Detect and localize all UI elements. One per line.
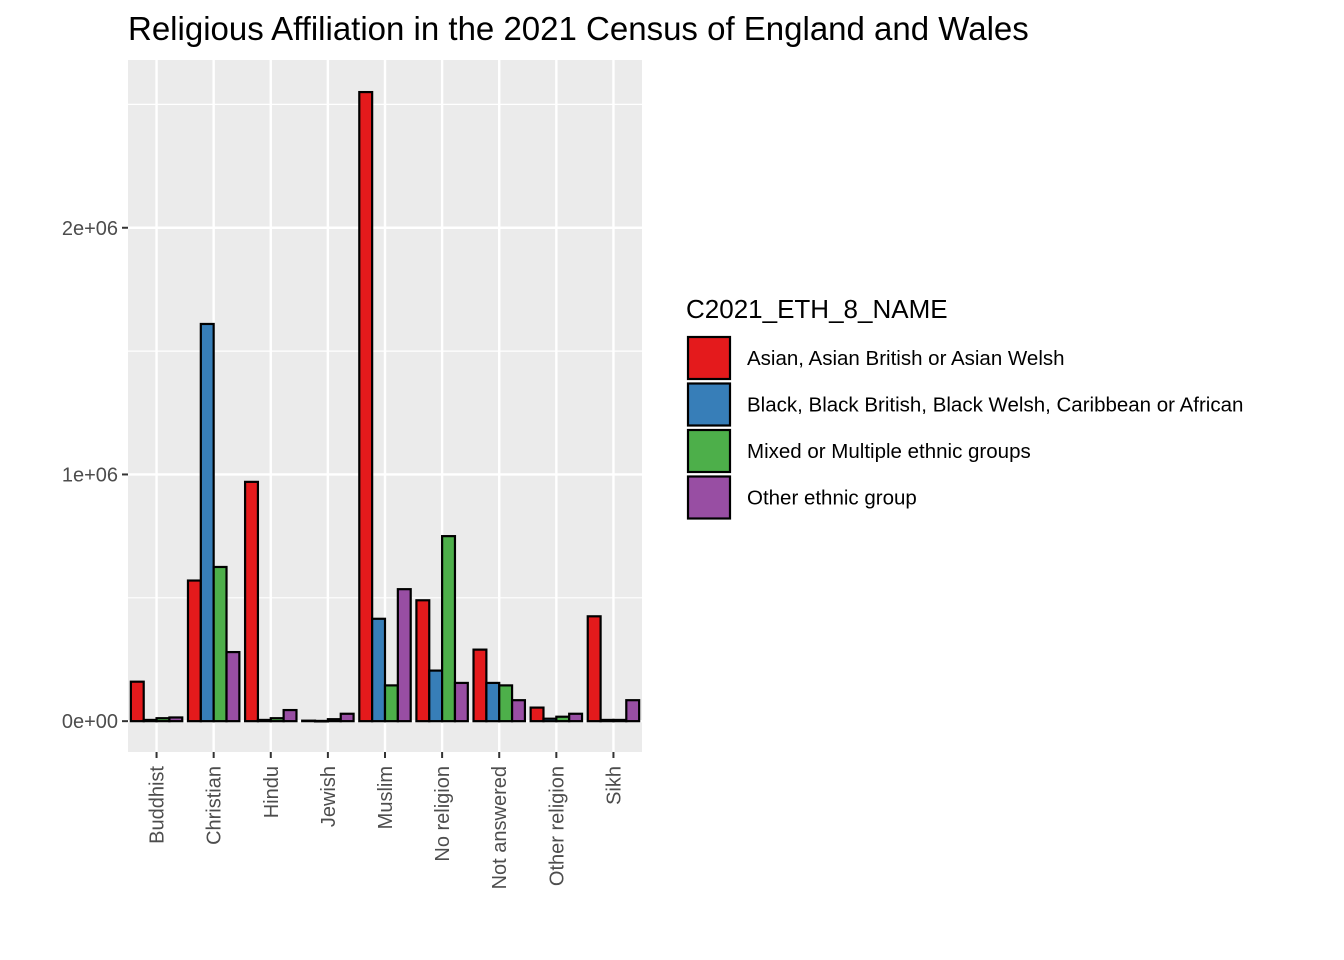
y-tick-label: 1e+06 xyxy=(62,464,118,486)
bar xyxy=(472,648,488,723)
plot-panel xyxy=(128,60,642,752)
bar xyxy=(142,718,158,723)
legend-items: Asian, Asian British or Asian Welsh Black… xyxy=(686,335,1243,520)
legend-key xyxy=(686,335,732,381)
bar xyxy=(129,680,145,723)
bar xyxy=(326,718,342,723)
x-tick-label: Not answered xyxy=(489,766,511,889)
chart-title: Religious Affiliation in the 2021 Census… xyxy=(128,10,1029,47)
bar xyxy=(510,699,527,723)
bar xyxy=(453,681,469,723)
legend-key xyxy=(686,382,732,427)
bar xyxy=(542,717,558,723)
bar xyxy=(225,650,241,723)
bar xyxy=(529,706,545,723)
bar xyxy=(313,719,329,723)
bar xyxy=(212,565,228,723)
bar xyxy=(269,717,285,723)
bar xyxy=(383,684,399,723)
y-tick-label: 0e+00 xyxy=(62,711,118,733)
x-tick-label: Other religion xyxy=(546,766,568,886)
y-axis: 0e+00 1e+06 2e+06 xyxy=(62,218,128,733)
bar xyxy=(168,716,184,723)
legend-label: Mixed or Multiple ethnic groups xyxy=(747,440,1031,463)
bar xyxy=(428,669,444,723)
bars xyxy=(129,90,641,723)
x-axis: Buddhist Christian Hindu Jewish Muslim No rel… xyxy=(147,752,625,889)
x-tick-label: Jewish xyxy=(318,766,340,827)
x-tick-label: Christian xyxy=(204,766,226,845)
legend-key xyxy=(686,428,732,474)
bar xyxy=(396,588,412,723)
bar xyxy=(599,718,615,723)
bar xyxy=(301,719,317,723)
legend-key xyxy=(686,475,732,520)
x-tick-label: Muslim xyxy=(375,766,397,829)
x-tick-label: Sikh xyxy=(603,766,625,805)
bar xyxy=(199,322,215,723)
x-tick-label: Buddhist xyxy=(147,766,169,844)
bar xyxy=(568,712,584,723)
bar xyxy=(485,681,501,723)
bar xyxy=(625,699,641,723)
bar xyxy=(498,684,514,723)
legend: C2021_ETH_8_NAME Asian, Asian British or… xyxy=(686,294,1243,520)
x-tick-label: No religion xyxy=(432,766,454,862)
bar xyxy=(155,717,171,723)
bar xyxy=(358,90,374,723)
bar xyxy=(339,712,355,723)
bar xyxy=(282,708,298,723)
bar xyxy=(612,718,628,723)
bar xyxy=(586,615,602,723)
bar xyxy=(555,715,571,723)
bar xyxy=(243,480,260,723)
bar xyxy=(186,579,202,723)
legend-title: C2021_ETH_8_NAME xyxy=(686,294,948,324)
bar xyxy=(441,535,457,723)
legend-label: Asian, Asian British or Asian Welsh xyxy=(747,347,1065,370)
bar xyxy=(371,617,387,723)
bar xyxy=(256,718,272,723)
bar xyxy=(415,599,431,723)
x-tick-label: Hindu xyxy=(261,766,283,818)
legend-label: Black, Black British, Black Welsh, Carib… xyxy=(747,394,1243,417)
y-tick-label: 2e+06 xyxy=(62,218,118,240)
legend-label: Other ethnic group xyxy=(747,487,917,510)
